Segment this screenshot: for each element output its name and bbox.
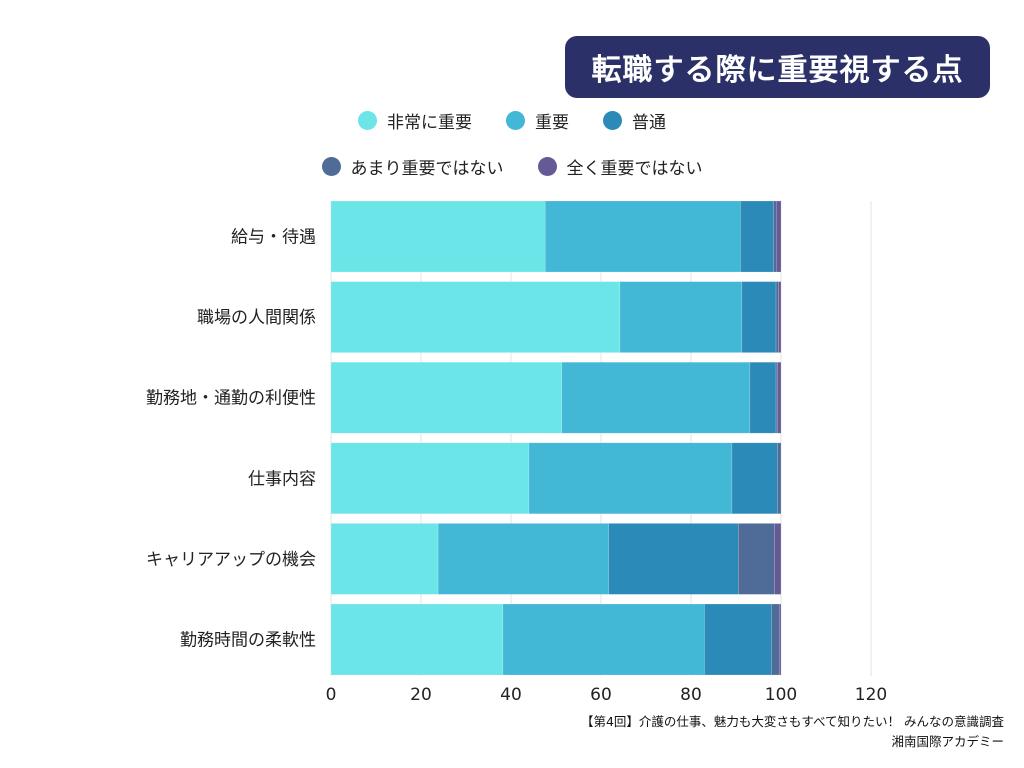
bar-segment <box>330 200 546 273</box>
legend-item: 全く重要ではない <box>537 154 703 179</box>
category-label: 職場の人間関係 <box>197 308 316 328</box>
legend-item: 普通 <box>603 108 666 133</box>
category-label: 勤務地・通勤の利便性 <box>146 389 316 409</box>
bar-segment <box>777 442 782 515</box>
bar-segment <box>741 281 777 353</box>
legend-dot-icon <box>603 111 622 130</box>
bar-segment <box>330 603 504 676</box>
legend-dot-icon <box>321 157 341 176</box>
legend-item: 重要 <box>506 108 569 133</box>
source-line-1: 【第4回】介護の仕事、魅力も大変さもすべて知りたい！ みんなの意識調査 <box>580 714 1004 729</box>
source-note: 【第4回】介護の仕事、魅力も大変さもすべて知りたい！ みんなの意識調査 湘南国際… <box>581 712 1004 752</box>
bar-segment <box>778 281 782 353</box>
bar-segment <box>740 200 774 273</box>
legend-row-2: あまり重要ではない 全く重要ではない <box>0 154 1024 179</box>
bar-segment <box>773 200 777 273</box>
legend-item: あまり重要ではない <box>321 154 504 179</box>
x-tick-label: 120 <box>855 685 887 705</box>
category-label: 勤務時間の柔軟性 <box>180 631 316 651</box>
x-tick-label: 60 <box>590 685 612 705</box>
bar-segment <box>778 603 782 676</box>
x-tick-label: 100 <box>765 685 797 705</box>
bar-segment <box>775 281 779 353</box>
bar-segment <box>330 361 563 434</box>
x-tick-label: 40 <box>500 685 522 705</box>
bar-segment <box>528 442 733 515</box>
category-label: 給与・待遇 <box>231 228 316 248</box>
x-tick-label: 0 <box>326 685 337 705</box>
bar-segment <box>774 523 782 595</box>
bar-segment <box>330 281 621 353</box>
bar-segment <box>738 523 775 595</box>
bar-segment <box>777 361 782 434</box>
bar-segment <box>561 361 751 434</box>
x-tick-label: 80 <box>680 685 702 705</box>
legend-label: 非常に重要 <box>387 113 472 133</box>
chart-title: 転職する際に重要視する点 <box>565 36 990 98</box>
bar-segment <box>771 603 780 676</box>
bar-segment <box>775 361 778 434</box>
source-line-2: 湘南国際アカデミー <box>891 734 1004 749</box>
legend-label: 普通 <box>632 113 666 133</box>
legend-label: 全く重要ではない <box>566 159 703 179</box>
bar-segment <box>544 200 741 273</box>
category-label: 仕事内容 <box>248 469 316 489</box>
bar-segment <box>502 603 705 676</box>
x-tick-label: 20 <box>410 685 432 705</box>
category-label: キャリアアップの機会 <box>146 550 316 570</box>
bar-segment <box>608 523 739 595</box>
bar-segment <box>619 281 743 353</box>
bar-segment <box>437 523 609 595</box>
bar-segment <box>731 442 778 515</box>
legend-dot-icon <box>358 111 377 130</box>
legend-dot-icon <box>506 111 525 130</box>
bar-segment <box>330 523 439 595</box>
legend-dot-icon <box>537 157 557 176</box>
bar-segment <box>330 442 530 515</box>
legend-row-1: 非常に重要 重要 普通 <box>0 108 1024 133</box>
legend-item: 非常に重要 <box>358 108 472 133</box>
bar-segment <box>749 361 777 434</box>
bar-segment <box>704 603 772 676</box>
bar-segment <box>776 200 782 273</box>
legend-label: 重要 <box>535 113 569 133</box>
legend-label: あまり重要ではない <box>350 159 504 179</box>
